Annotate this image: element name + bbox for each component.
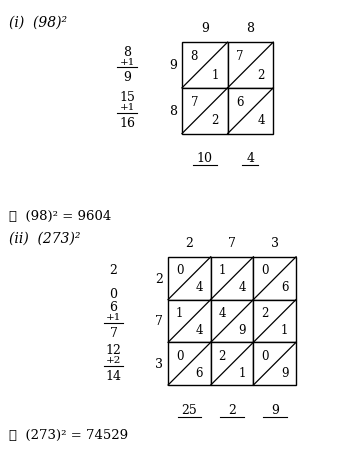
Text: 2: 2 [212, 114, 219, 127]
Text: 7: 7 [155, 315, 163, 328]
Text: 6: 6 [281, 281, 288, 294]
Text: 2: 2 [218, 349, 226, 362]
Text: 1: 1 [176, 306, 183, 319]
Text: ∴  (273)² = 74529: ∴ (273)² = 74529 [9, 428, 129, 441]
Text: 3: 3 [271, 236, 279, 249]
Bar [168, 300, 211, 342]
Text: ∴  (98)² = 9604: ∴ (98)² = 9604 [9, 210, 112, 223]
Bar [211, 300, 253, 342]
Text: 1: 1 [238, 366, 246, 379]
Text: 10: 10 [197, 152, 213, 165]
Text: 4: 4 [246, 152, 255, 165]
Text: 9: 9 [238, 323, 246, 336]
Text: 6: 6 [196, 366, 203, 379]
Text: 7: 7 [110, 327, 117, 340]
Text: 8: 8 [246, 22, 255, 35]
Text: 4: 4 [196, 323, 203, 336]
Text: 8: 8 [169, 105, 177, 118]
Text: 7: 7 [228, 236, 236, 249]
Text: 2: 2 [261, 306, 268, 319]
Bar [182, 43, 228, 89]
Text: 4: 4 [257, 114, 265, 127]
Text: 12: 12 [106, 344, 121, 356]
Text: 6: 6 [236, 96, 244, 109]
Text: 15: 15 [120, 91, 135, 104]
Text: 16: 16 [119, 117, 135, 130]
Text: 4: 4 [238, 281, 246, 294]
Text: 9: 9 [124, 71, 131, 84]
Text: 2: 2 [110, 263, 117, 276]
Bar [168, 257, 211, 300]
Text: 2: 2 [155, 272, 163, 285]
Text: 0: 0 [110, 287, 117, 300]
Text: +1: +1 [106, 313, 121, 322]
Text: 0: 0 [261, 349, 269, 362]
Text: 2: 2 [228, 403, 236, 416]
Bar [168, 342, 211, 385]
Text: 8: 8 [191, 50, 198, 63]
Text: 7: 7 [191, 96, 198, 109]
Bar [228, 43, 273, 89]
Text: +1: +1 [120, 57, 135, 66]
Text: 0: 0 [176, 263, 183, 276]
Bar [253, 300, 296, 342]
Bar [253, 257, 296, 300]
Text: 1: 1 [281, 323, 288, 336]
Text: 9: 9 [201, 22, 209, 35]
Text: 9: 9 [169, 60, 177, 72]
Text: +1: +1 [120, 103, 135, 112]
Text: 6: 6 [110, 301, 117, 314]
Text: (i)  (98)²: (i) (98)² [9, 15, 67, 29]
Text: 2: 2 [257, 69, 265, 82]
Text: 0: 0 [261, 263, 269, 276]
Text: 7: 7 [236, 50, 244, 63]
Bar [253, 342, 296, 385]
Text: 4: 4 [196, 281, 203, 294]
Text: 9: 9 [271, 403, 279, 416]
Bar [228, 89, 273, 134]
Text: +2: +2 [106, 355, 121, 364]
Text: 1: 1 [218, 263, 226, 276]
Text: (ii)  (273)²: (ii) (273)² [9, 231, 81, 245]
Text: 2: 2 [186, 236, 193, 249]
Bar [182, 89, 228, 134]
Text: 4: 4 [218, 306, 226, 319]
Text: 0: 0 [176, 349, 183, 362]
Text: 8: 8 [124, 46, 131, 59]
Text: 14: 14 [106, 369, 121, 382]
Text: 9: 9 [281, 366, 288, 379]
Text: 3: 3 [155, 357, 163, 370]
Bar [211, 257, 253, 300]
Text: 1: 1 [212, 69, 219, 82]
Bar [211, 342, 253, 385]
Text: 25: 25 [182, 403, 197, 416]
